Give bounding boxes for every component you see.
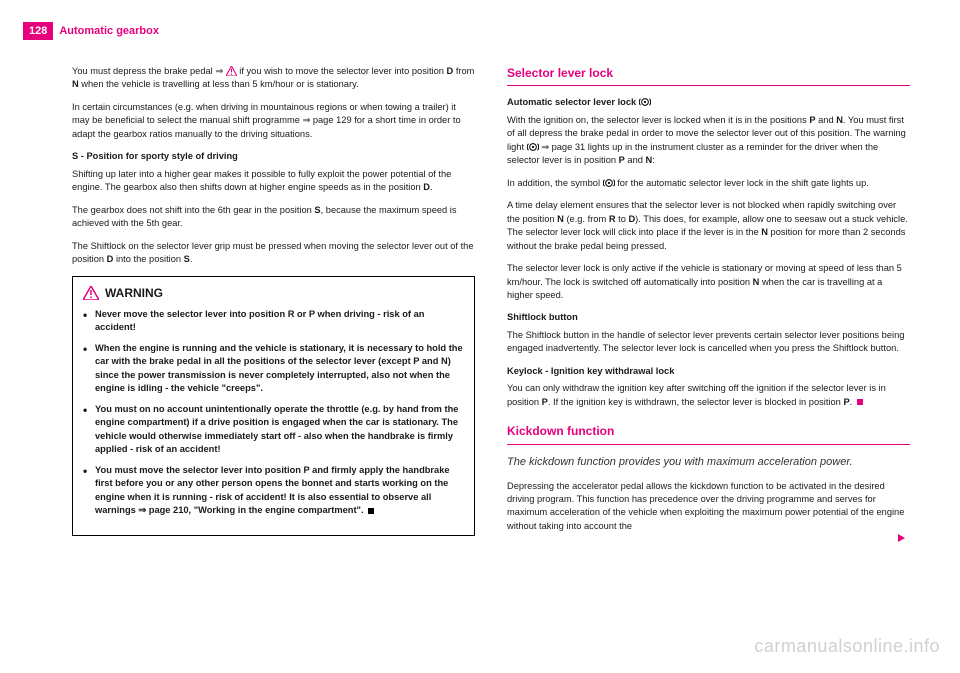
text: and <box>625 155 646 165</box>
watermark: carmanualsonline.info <box>754 636 940 657</box>
text-bold: N <box>72 79 79 89</box>
text: . <box>850 397 853 407</box>
text: to <box>616 214 629 224</box>
text: The gearbox does not shift into the 6th … <box>72 205 314 215</box>
text: and <box>816 115 837 125</box>
paragraph: You can only withdraw the ignition key a… <box>507 382 910 409</box>
continue-arrow-icon <box>896 532 908 544</box>
warning-triangle-icon <box>226 66 237 76</box>
paragraph: The Shiftlock on the selector lever grip… <box>72 240 475 267</box>
section-rule <box>507 85 910 86</box>
subheading: Automatic selector lever lock <box>507 96 910 109</box>
section-subtitle: The kickdown function provides you with … <box>507 455 910 470</box>
warning-header: WARNING <box>83 285 464 302</box>
text: into the position <box>113 254 183 264</box>
subheading: S - Position for sporty style of driving <box>72 150 475 163</box>
section-title: Kickdown function <box>507 423 910 440</box>
text: . If the ignition key is withdrawn, the … <box>548 397 844 407</box>
text: for the automatic selector lever lock in… <box>615 178 869 188</box>
text-bold: R <box>609 214 616 224</box>
right-column: Selector lever lock Automatic selector l… <box>507 65 910 542</box>
warning-item: When the engine is running and the vehic… <box>83 342 464 396</box>
text-bold: N <box>557 214 564 224</box>
paragraph: Shifting up later into a higher gear mak… <box>72 168 475 195</box>
text: if you wish to move the selector lever i… <box>237 66 447 76</box>
text: (e.g. from <box>564 214 609 224</box>
brake-lock-icon <box>639 97 651 107</box>
text: . <box>190 254 193 264</box>
brake-lock-icon <box>603 178 615 188</box>
text: ⇒ page 31 lights up in the instrument cl… <box>507 142 878 165</box>
paragraph: Depressing the accelerator pedal allows … <box>507 480 910 534</box>
text-bold: D <box>423 182 430 192</box>
end-marker-icon <box>857 399 863 405</box>
page-header: 128 Automatic gearbox <box>23 22 159 40</box>
warning-list: Never move the selector lever into posit… <box>83 308 464 518</box>
text: from <box>453 66 474 76</box>
paragraph: The selector lever lock is only active i… <box>507 262 910 302</box>
subheading: Shiftlock button <box>507 311 910 324</box>
warning-triangle-icon <box>83 286 99 300</box>
text: Automatic selector lever lock <box>507 97 639 107</box>
warning-item: You must move the selector lever into po… <box>83 464 464 518</box>
end-marker-icon <box>368 508 374 514</box>
paragraph: In certain circumstances (e.g. when driv… <box>72 101 475 141</box>
paragraph: You must depress the brake pedal ⇒ if yo… <box>72 65 475 92</box>
subheading: Keylock - Ignition key withdrawal lock <box>507 365 910 378</box>
section-rule <box>507 444 910 445</box>
chapter-title: Automatic gearbox <box>53 25 159 37</box>
page-number: 128 <box>23 22 53 40</box>
brake-lock-icon <box>527 142 539 152</box>
paragraph: The Shiftlock button in the handle of se… <box>507 329 910 356</box>
text: You must move the selector lever into po… <box>95 465 450 515</box>
text: . <box>430 182 433 192</box>
paragraph: A time delay element ensures that the se… <box>507 199 910 253</box>
text: Shifting up later into a higher gear mak… <box>72 169 451 192</box>
warning-title: WARNING <box>105 285 163 302</box>
text: With the ignition on, the selector lever… <box>507 115 809 125</box>
text: You must depress the brake pedal ⇒ <box>72 66 226 76</box>
text-bold: N <box>761 227 768 237</box>
warning-item: You must on no account unintentionally o… <box>83 403 464 457</box>
content-columns: You must depress the brake pedal ⇒ if yo… <box>72 65 910 542</box>
paragraph: The gearbox does not shift into the 6th … <box>72 204 475 231</box>
text: : <box>652 155 655 165</box>
warning-item: Never move the selector lever into posit… <box>83 308 464 335</box>
text-bold: N <box>836 115 843 125</box>
paragraph: In addition, the symbol for the automati… <box>507 177 910 190</box>
section-title: Selector lever lock <box>507 65 910 82</box>
text: In addition, the symbol <box>507 178 603 188</box>
paragraph: With the ignition on, the selector lever… <box>507 114 910 168</box>
text: when the vehicle is travelling at less t… <box>79 79 359 89</box>
left-column: You must depress the brake pedal ⇒ if yo… <box>72 65 475 542</box>
warning-box: WARNING Never move the selector lever in… <box>72 276 475 536</box>
